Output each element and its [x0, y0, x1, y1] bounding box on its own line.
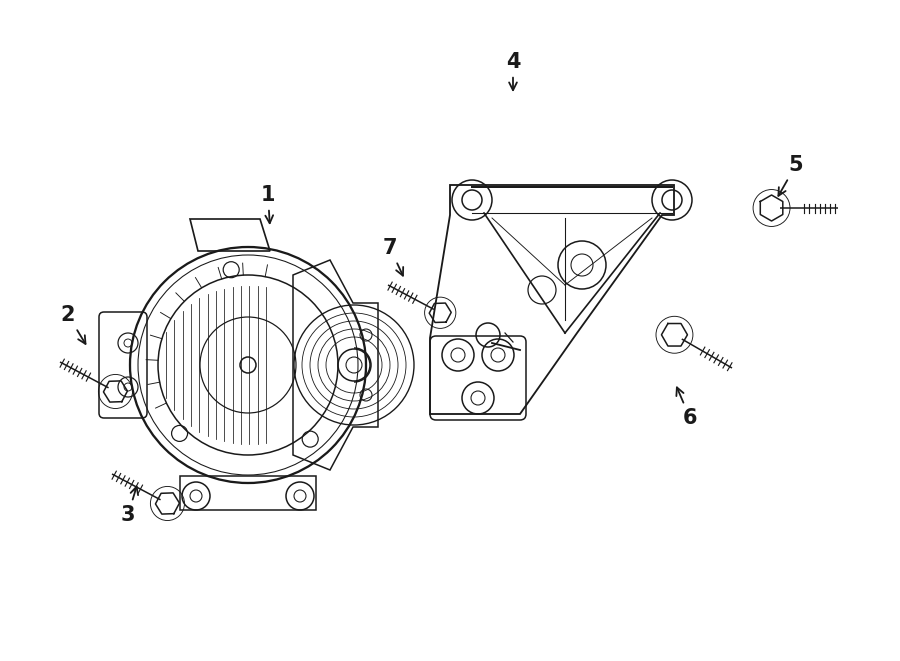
Text: 4: 4	[506, 52, 520, 90]
Text: 5: 5	[778, 155, 804, 196]
Text: 6: 6	[677, 387, 698, 428]
Text: 7: 7	[382, 238, 403, 276]
Text: 1: 1	[261, 185, 275, 223]
Text: 3: 3	[121, 486, 138, 525]
Text: 2: 2	[61, 305, 86, 344]
